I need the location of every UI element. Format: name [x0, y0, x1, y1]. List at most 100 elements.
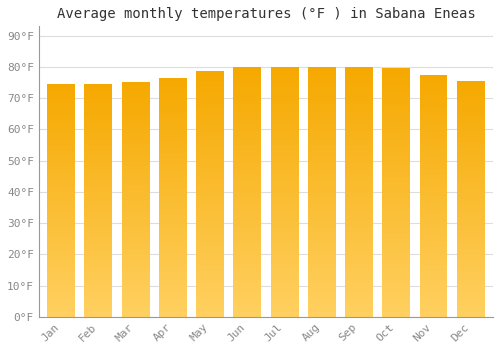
Bar [84, 93, 112, 96]
Bar [234, 67, 262, 70]
Bar [308, 139, 336, 142]
Bar [122, 199, 150, 203]
Bar [270, 195, 298, 198]
Bar [457, 152, 484, 155]
Bar [84, 250, 112, 253]
Bar [84, 195, 112, 197]
Bar [457, 272, 484, 275]
Bar [234, 79, 262, 83]
Bar [308, 214, 336, 217]
Bar [122, 120, 150, 124]
Bar [457, 308, 484, 311]
Bar [457, 208, 484, 211]
Bar [308, 220, 336, 223]
Bar [345, 126, 373, 130]
Bar [47, 299, 75, 302]
Bar [84, 116, 112, 119]
Bar [420, 117, 448, 120]
Bar [420, 268, 448, 271]
Bar [270, 292, 298, 295]
Bar [382, 295, 410, 298]
Bar [270, 260, 298, 264]
Bar [234, 76, 262, 79]
Bar [47, 241, 75, 244]
Bar [308, 173, 336, 176]
Bar [270, 139, 298, 142]
Bar [345, 148, 373, 151]
Bar [196, 212, 224, 216]
Bar [382, 214, 410, 217]
Bar [308, 170, 336, 173]
Bar [270, 295, 298, 298]
Bar [196, 191, 224, 194]
Bar [196, 271, 224, 274]
Bar [47, 127, 75, 131]
Bar [234, 210, 262, 214]
Bar [382, 289, 410, 292]
Bar [457, 228, 484, 231]
Bar [308, 288, 336, 292]
Bar [84, 104, 112, 107]
Bar [122, 232, 150, 235]
Bar [196, 310, 224, 314]
Bar [270, 236, 298, 239]
Bar [159, 146, 187, 149]
Bar [122, 197, 150, 199]
Bar [47, 235, 75, 238]
Bar [234, 226, 262, 229]
Bar [84, 110, 112, 113]
Bar [270, 217, 298, 220]
Bar [47, 282, 75, 285]
Bar [47, 139, 75, 142]
Bar [270, 173, 298, 176]
Bar [122, 255, 150, 258]
Bar [159, 164, 187, 167]
Bar [308, 98, 336, 101]
Bar [47, 224, 75, 226]
Bar [420, 141, 448, 144]
Bar [382, 217, 410, 220]
Bar [420, 108, 448, 111]
Bar [159, 132, 187, 135]
Bar [196, 84, 224, 87]
Bar [47, 107, 75, 110]
Bar [270, 148, 298, 151]
Bar [420, 247, 448, 250]
Bar [345, 229, 373, 232]
Bar [196, 148, 224, 151]
Bar [345, 257, 373, 260]
Bar [47, 267, 75, 270]
Bar [159, 221, 187, 224]
Bar [345, 158, 373, 161]
Bar [159, 212, 187, 215]
Bar [122, 132, 150, 135]
Bar [159, 78, 187, 81]
Bar [122, 159, 150, 162]
Bar [382, 68, 410, 71]
Bar [382, 183, 410, 187]
Bar [420, 304, 448, 308]
Bar [457, 249, 484, 252]
Bar [159, 102, 187, 105]
Bar [84, 305, 112, 308]
Bar [308, 142, 336, 145]
Bar [196, 99, 224, 102]
Bar [457, 234, 484, 237]
Bar [420, 120, 448, 123]
Bar [382, 245, 410, 248]
Bar [308, 186, 336, 189]
Bar [234, 304, 262, 307]
Bar [47, 264, 75, 267]
Bar [308, 236, 336, 239]
Bar [234, 245, 262, 248]
Bar [84, 162, 112, 166]
Bar [382, 78, 410, 81]
Bar [84, 270, 112, 273]
Bar [196, 154, 224, 158]
Bar [234, 254, 262, 258]
Bar [47, 162, 75, 166]
Bar [196, 139, 224, 142]
Bar [382, 106, 410, 109]
Bar [84, 84, 112, 87]
Bar [196, 314, 224, 317]
